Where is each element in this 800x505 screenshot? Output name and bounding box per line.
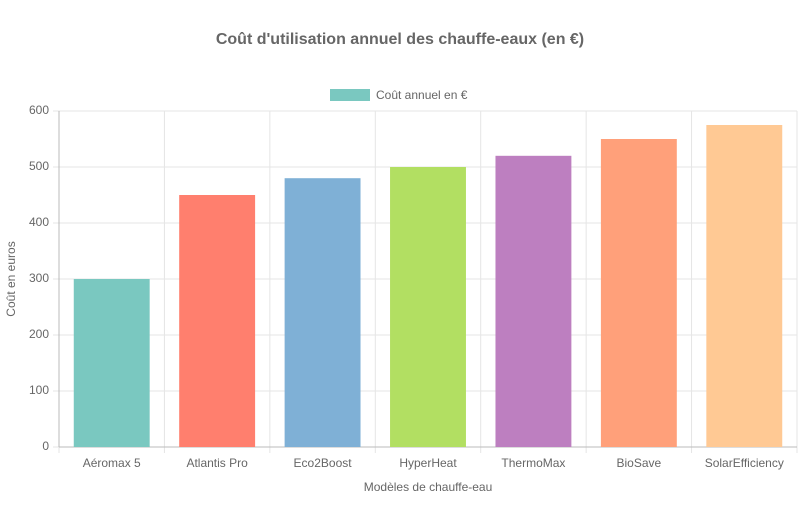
x-tick-label: Atlantis Pro [186, 456, 248, 470]
x-tick-label: Eco2Boost [294, 456, 353, 470]
bar [179, 195, 256, 447]
y-tick-label: 0 [42, 439, 49, 453]
bar [600, 139, 677, 447]
x-axis-label: Modèles de chauffe-eau [364, 480, 493, 494]
y-tick-label: 200 [29, 327, 49, 341]
y-axis-label: Coût en euros [4, 241, 18, 316]
y-tick-label: 100 [29, 383, 49, 397]
chart-title: Coût d'utilisation annuel des chauffe-ea… [216, 31, 584, 48]
x-tick-label: Aéromax 5 [83, 456, 141, 470]
y-tick-label: 500 [29, 159, 49, 173]
bar [284, 178, 361, 447]
bar [495, 155, 572, 448]
legend-swatch[interactable] [330, 89, 370, 101]
legend-label: Coût annuel en € [376, 88, 468, 102]
x-tick-label: SolarEfficiency [705, 456, 784, 470]
x-tick-label: ThermoMax [501, 456, 565, 470]
x-tick-label: HyperHeat [399, 456, 457, 470]
y-tick-label: 600 [29, 103, 49, 117]
bar [390, 167, 466, 447]
x-tick-label: BioSave [617, 456, 662, 470]
y-tick-label: 400 [29, 215, 49, 229]
bar [706, 125, 783, 447]
bar [73, 279, 150, 447]
y-tick-label: 300 [29, 271, 49, 285]
